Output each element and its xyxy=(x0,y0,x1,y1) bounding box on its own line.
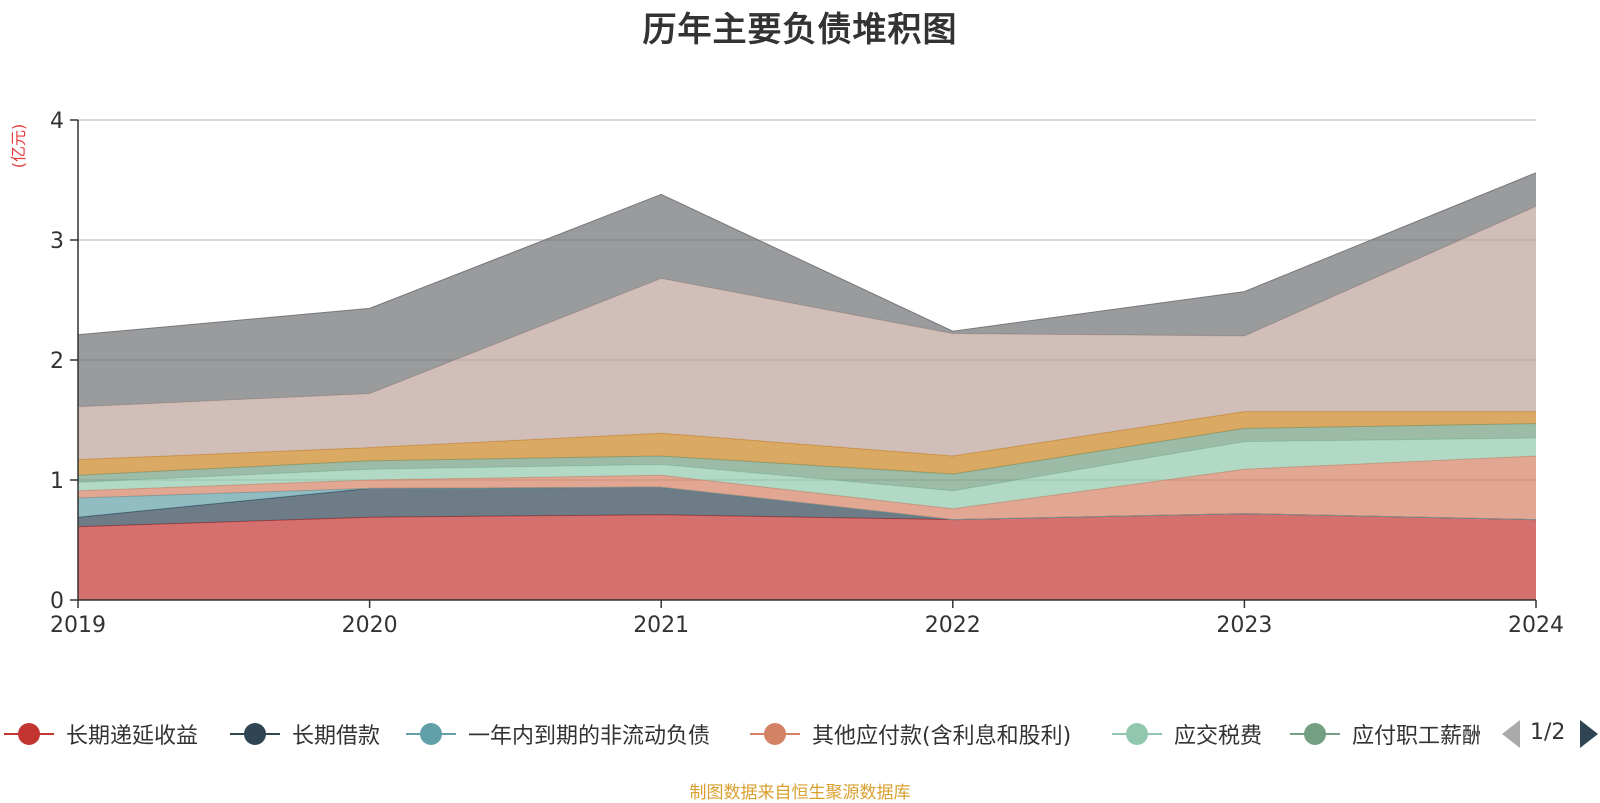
legend-label: 应交税费 xyxy=(1174,724,1263,749)
area-series-4[interactable] xyxy=(78,438,1536,509)
area-series-1[interactable] xyxy=(78,487,1536,527)
x-tick-label: 2019 xyxy=(50,613,106,638)
y-tick-label: 0 xyxy=(50,589,64,614)
legend-item[interactable]: 应付职工薪酬 xyxy=(1288,712,1480,756)
y-tick-label: 4 xyxy=(50,109,64,134)
legend-label: 长期借款 xyxy=(292,724,381,749)
source-note: 制图数据来自恒生聚源数据库 xyxy=(689,783,911,803)
area-series-group xyxy=(77,172,1537,600)
legend-prev-page-icon[interactable] xyxy=(1502,720,1520,748)
area-series-7[interactable] xyxy=(78,206,1536,460)
legend-label: 长期递延收益 xyxy=(66,724,199,749)
x-tick-label: 2023 xyxy=(1216,613,1272,638)
y-tick-label: 2 xyxy=(50,349,64,374)
area-series-0[interactable] xyxy=(78,513,1536,600)
legend-items: 长期递延收益 长期借款 一年内到期的非流动负债 其他应付款(含利息和股利) 应交税费 应付… xyxy=(0,712,1480,756)
legend-marker-icon xyxy=(1110,721,1164,747)
x-tick-label: 2022 xyxy=(925,613,981,638)
legend-next-page-icon[interactable] xyxy=(1580,720,1598,748)
legend-item[interactable]: 长期递延收益 xyxy=(2,712,198,756)
legend-item[interactable]: 应交税费 xyxy=(1110,712,1262,756)
legend-marker-icon xyxy=(1288,721,1342,747)
x-tick-label: 2024 xyxy=(1508,613,1564,638)
legend-label: 一年内到期的非流动负债 xyxy=(468,724,711,749)
legend-marker-icon xyxy=(404,721,458,747)
legend-pager: 1/2 xyxy=(1500,712,1600,756)
y-tick-label: 1 xyxy=(50,469,64,494)
legend-marker-icon xyxy=(228,721,282,747)
y-tick-label: 3 xyxy=(50,229,64,254)
legend-item[interactable]: 一年内到期的非流动负债 xyxy=(404,712,710,756)
x-tick-label: 2020 xyxy=(342,613,398,638)
chart-title: 历年主要负债堆积图 xyxy=(642,10,958,50)
legend-marker-icon xyxy=(2,721,56,747)
legend-item[interactable]: 其他应付款(含利息和股利) xyxy=(748,712,1071,756)
series-line-8 xyxy=(77,172,1537,336)
area-series-6[interactable] xyxy=(78,411,1536,476)
legend: 长期递延收益 长期借款 一年内到期的非流动负债 其他应付款(含利息和股利) 应交税费 应付… xyxy=(0,712,1600,756)
area-series-3[interactable] xyxy=(78,456,1536,520)
axes: 0 1 2 3 4 2019 2020 2021 2022 2023 2024 (亿元) xyxy=(9,109,1564,638)
y-axis-unit-label: (亿元) xyxy=(9,124,28,169)
x-tick-label: 2021 xyxy=(633,613,689,638)
legend-page-indicator: 1/2 xyxy=(1530,720,1566,745)
area-series-5[interactable] xyxy=(78,423,1536,491)
chart-canvas: 0 1 2 3 4 2019 2020 2021 2022 2023 2024 (亿元) xyxy=(9,109,1564,638)
area-series-8[interactable] xyxy=(78,172,1536,407)
legend-marker-icon xyxy=(748,721,802,747)
legend-label: 其他应付款(含利息和股利) xyxy=(812,724,1072,749)
legend-label: 应付职工薪酬 xyxy=(1352,724,1480,749)
legend-item[interactable]: 长期借款 xyxy=(228,712,380,756)
